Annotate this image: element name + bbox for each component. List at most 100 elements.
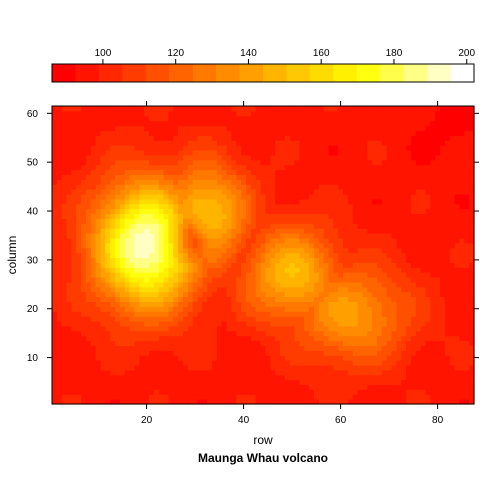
- heatmap-cell: [425, 311, 431, 317]
- heatmap-cell: [396, 355, 402, 361]
- heatmap-cell: [66, 350, 72, 356]
- heatmap-cell: [338, 179, 344, 185]
- heatmap-cell: [226, 325, 233, 332]
- heatmap-cell: [76, 340, 82, 346]
- heatmap-cell: [202, 252, 208, 259]
- heatmap-cell: [430, 350, 436, 356]
- heatmap-cell: [430, 159, 436, 166]
- heatmap-cell: [178, 145, 184, 151]
- heatmap-cell: [168, 257, 174, 263]
- heatmap-cell: [105, 267, 111, 273]
- heatmap-cell: [197, 130, 203, 136]
- heatmap-cell: [231, 369, 237, 376]
- heatmap-cell: [163, 115, 170, 122]
- heatmap-cell: [425, 140, 431, 146]
- heatmap-cell: [294, 325, 300, 332]
- heatmap-cell: [61, 394, 68, 400]
- heatmap-cell: [90, 384, 97, 390]
- heatmap-cell: [444, 364, 451, 371]
- heatmap-cell: [294, 106, 300, 112]
- heatmap-cell: [173, 320, 179, 327]
- heatmap-cell: [221, 311, 228, 317]
- heatmap-cell: [207, 276, 213, 283]
- heatmap-cell: [347, 281, 354, 288]
- heatmap-cell: [391, 330, 397, 337]
- heatmap-cell: [347, 306, 354, 312]
- heatmap-cell: [216, 369, 223, 376]
- heatmap-cell: [372, 242, 378, 249]
- heatmap-cell: [284, 247, 291, 254]
- heatmap-cell: [309, 189, 315, 195]
- heatmap-cell: [410, 174, 417, 180]
- heatmap-cell: [212, 140, 218, 146]
- heatmap-cell: [386, 184, 393, 190]
- heatmap-cell: [76, 213, 82, 219]
- heatmap-cell: [420, 286, 427, 293]
- heatmap-cell: [216, 135, 223, 141]
- heatmap-cell: [352, 252, 359, 259]
- heatmap-cell: [187, 193, 194, 200]
- heatmap-cell: [110, 164, 116, 171]
- heatmap-cell: [236, 364, 242, 371]
- heatmap-cell: [212, 316, 218, 322]
- heatmap-cell: [110, 384, 116, 390]
- heatmap-cell: [158, 218, 165, 224]
- heatmap-cell: [318, 169, 325, 175]
- heatmap-cell: [260, 120, 267, 127]
- heatmap-cell: [187, 145, 194, 151]
- heatmap-cell: [328, 345, 334, 351]
- heatmap-cell: [207, 149, 213, 156]
- heatmap-cell: [202, 213, 208, 219]
- heatmap-cell: [149, 120, 155, 127]
- heatmap-cell: [163, 252, 170, 259]
- heatmap-cell: [406, 193, 412, 200]
- heatmap-cell: [192, 286, 199, 293]
- heatmap-cell: [279, 364, 286, 371]
- heatmap-cell: [260, 272, 267, 278]
- heatmap-cell: [270, 379, 276, 386]
- heatmap-cell: [105, 384, 111, 390]
- heatmap-cell: [119, 286, 126, 293]
- heatmap-cell: [139, 223, 145, 229]
- heatmap-cell: [163, 213, 170, 219]
- heatmap-cell: [347, 286, 354, 293]
- heatmap-cell: [216, 296, 223, 303]
- heatmap-cell: [115, 159, 121, 166]
- heatmap-cell: [435, 247, 441, 254]
- heatmap-cell: [284, 325, 291, 332]
- heatmap-cell: [425, 394, 431, 400]
- heatmap-cell: [255, 355, 262, 361]
- heatmap-cell: [386, 340, 393, 346]
- heatmap-cell: [207, 252, 213, 259]
- heatmap-cell: [425, 125, 431, 132]
- color-key-swatch: [286, 64, 311, 82]
- heatmap-cell: [250, 174, 257, 180]
- heatmap-cell: [309, 159, 315, 166]
- heatmap-cell: [289, 247, 296, 254]
- heatmap-cell: [246, 198, 252, 205]
- heatmap-cell: [440, 149, 446, 156]
- heatmap-cell: [357, 145, 364, 151]
- heatmap-cell: [76, 384, 82, 390]
- heatmap-cell: [250, 242, 257, 249]
- heatmap-cell: [420, 369, 427, 376]
- heatmap-cell: [187, 213, 194, 219]
- heatmap-cell: [425, 228, 431, 234]
- heatmap-cell: [425, 345, 431, 351]
- heatmap-cell: [338, 350, 344, 356]
- heatmap-cell: [406, 179, 412, 185]
- heatmap-cell: [207, 291, 213, 298]
- heatmap-cell: [158, 203, 165, 210]
- heatmap-cell: [338, 145, 344, 151]
- heatmap-cell: [323, 203, 330, 210]
- heatmap-cell: [124, 286, 131, 293]
- heatmap-cell: [149, 159, 155, 166]
- heatmap-cell: [158, 242, 165, 249]
- heatmap-cell: [415, 218, 422, 224]
- heatmap-cell: [333, 140, 339, 146]
- heatmap-cell: [119, 267, 126, 273]
- heatmap-cell: [61, 233, 68, 239]
- heatmap-cell: [376, 154, 383, 161]
- heatmap-cell: [343, 291, 349, 298]
- heatmap-cell: [66, 364, 72, 371]
